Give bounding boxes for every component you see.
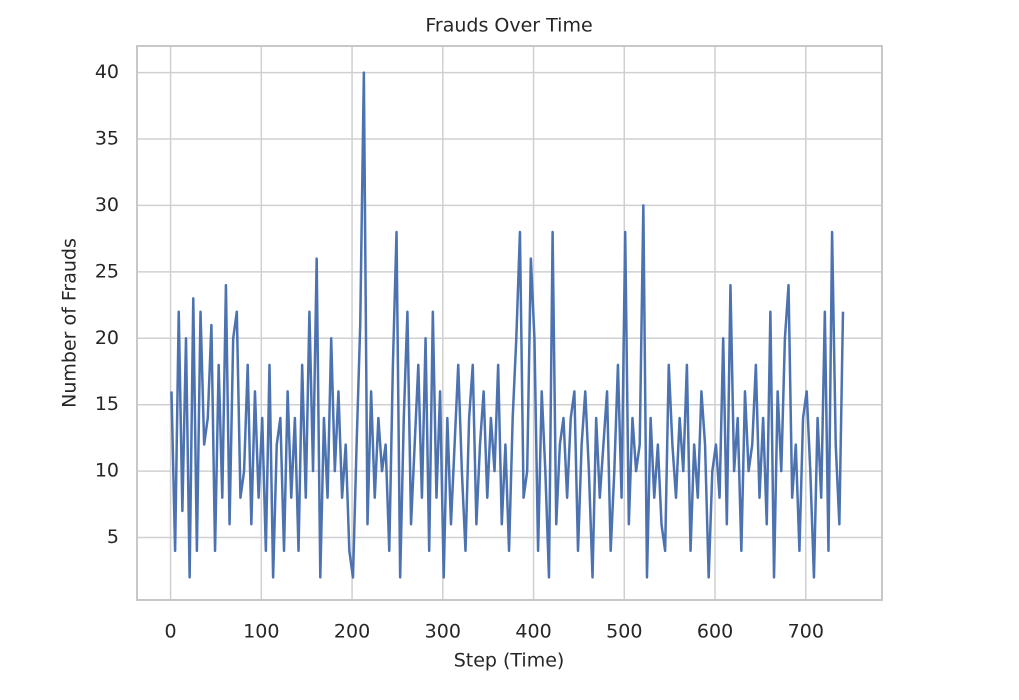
y-tick-label: 15 <box>95 393 119 415</box>
chart-title: Frauds Over Time <box>425 15 592 37</box>
y-tick-label: 5 <box>107 526 119 548</box>
x-tick-label: 300 <box>425 621 461 643</box>
y-tick-label: 30 <box>95 194 119 216</box>
y-tick-label: 25 <box>95 260 119 282</box>
x-tick-label: 400 <box>515 621 551 643</box>
x-tick-label: 700 <box>788 621 824 643</box>
data-line <box>170 71 845 579</box>
x-tick-label: 500 <box>606 621 642 643</box>
plot-border <box>136 45 883 601</box>
x-axis-label: Step (Time) <box>454 650 565 672</box>
y-tick-label: 20 <box>95 327 119 349</box>
x-tick-label: 600 <box>697 621 733 643</box>
y-axis-label: Number of Frauds <box>59 238 81 408</box>
y-tick-label: 40 <box>95 61 119 83</box>
x-tick-label: 0 <box>165 621 177 643</box>
y-tick-label: 10 <box>95 460 119 482</box>
x-tick-label: 200 <box>334 621 370 643</box>
x-tick-label: 100 <box>243 621 279 643</box>
y-tick-label: 35 <box>95 127 119 149</box>
